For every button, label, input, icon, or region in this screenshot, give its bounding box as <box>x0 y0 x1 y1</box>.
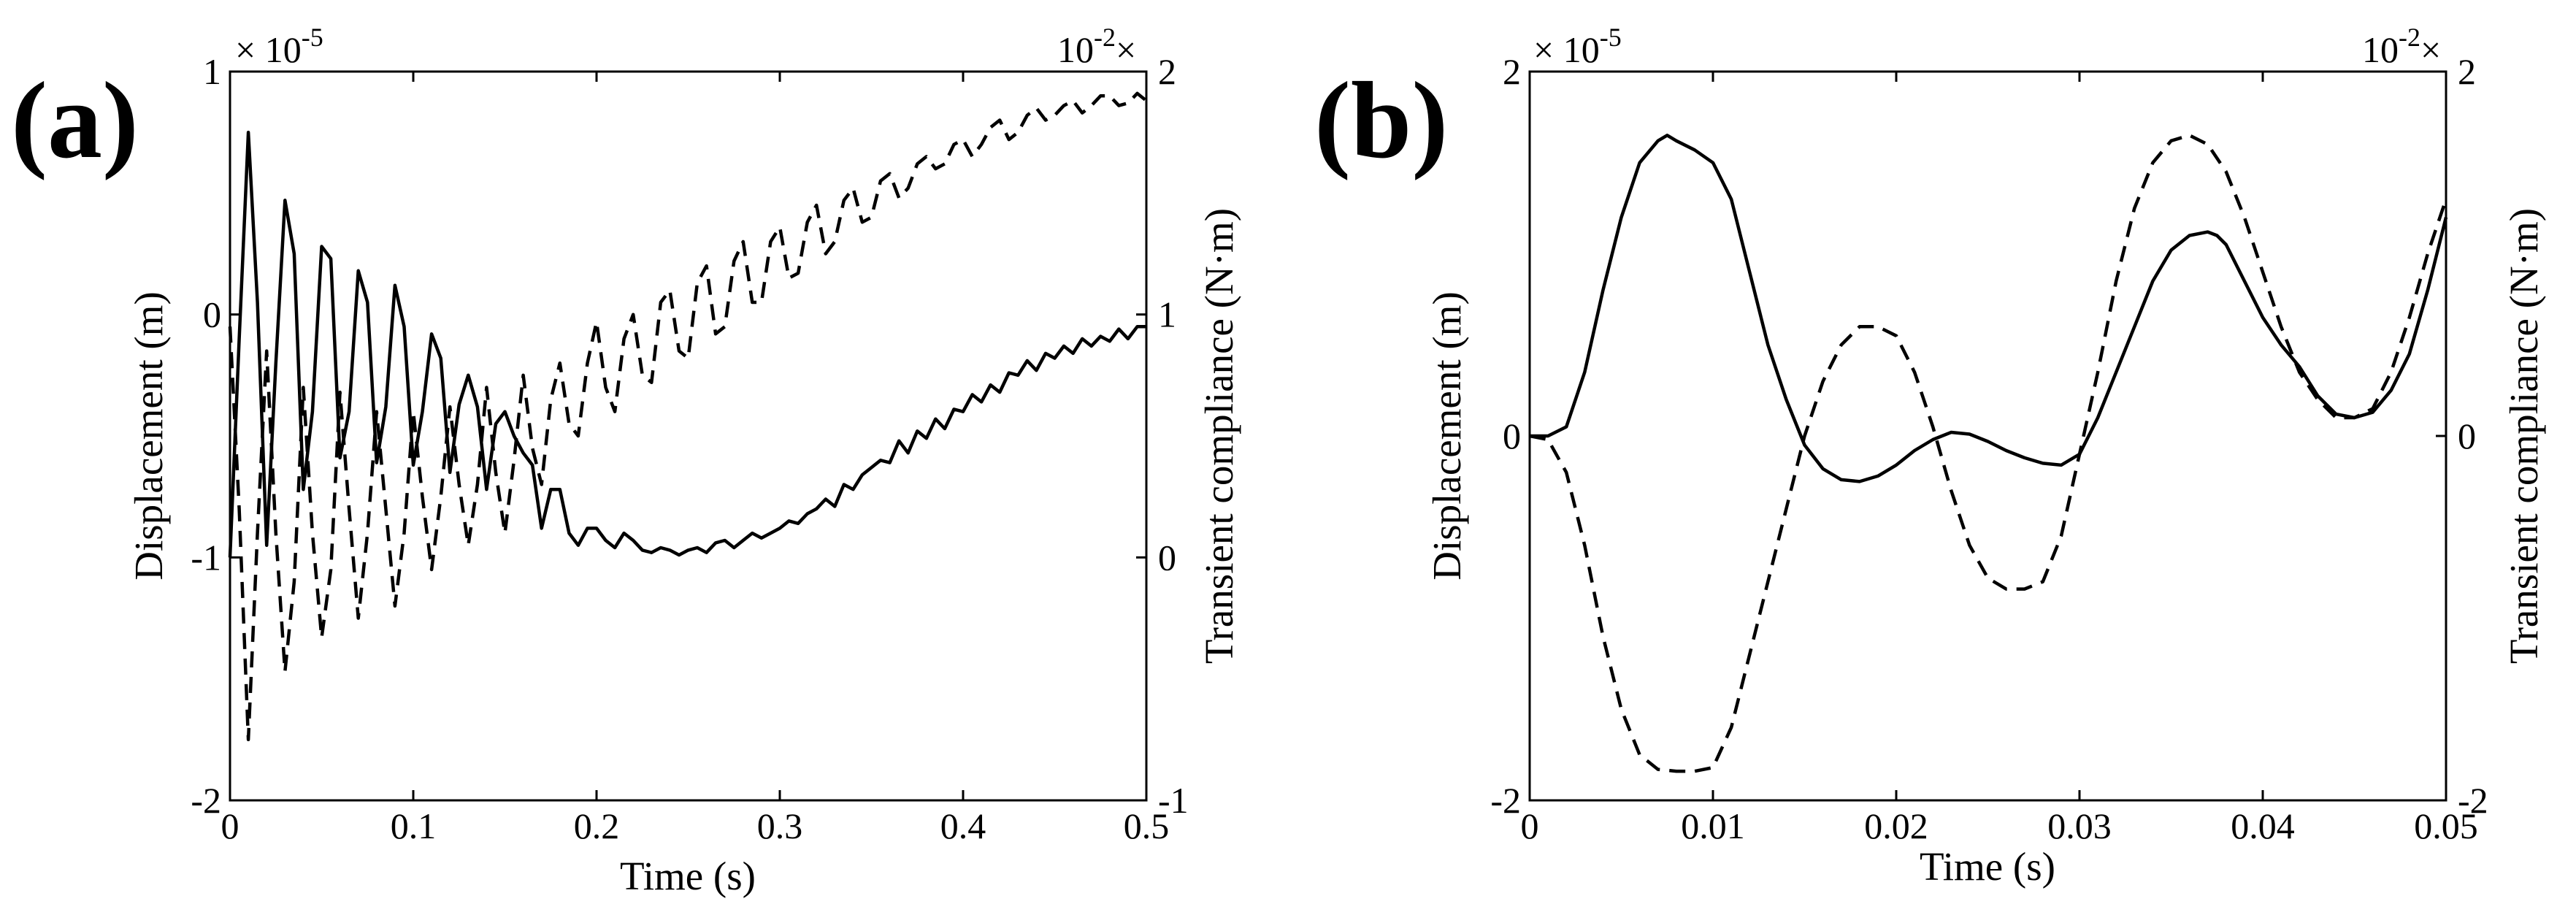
panel-a-right-axis-label: Transient compliance (N·m) <box>1197 208 1241 664</box>
panel-b-x-tick-label: 0.02 <box>1864 805 1928 846</box>
panel-b-ticks: 0 0.01 0.02 0.03 0.04 0.05-202-202 <box>1490 51 2488 846</box>
panel-a-left-axis-label: Displacement (m) <box>126 291 171 581</box>
panel-a-x-tick-label: 0.3 <box>757 805 803 846</box>
panel-b-displacement-line <box>1530 134 2448 483</box>
panel-a-left-y-tick-label: -2 <box>191 780 221 821</box>
panel-b-left-exponent: × 10-5 <box>1533 23 1622 70</box>
panel-b-left-y-tick-label: -2 <box>1490 780 1521 821</box>
panel-b-right-exponent: 10-2× <box>2362 23 2441 70</box>
panel-b-x-tick-label: 0.01 <box>1681 805 1745 846</box>
panel-a-displacement-line <box>228 130 1146 558</box>
panel-b: (b) 0 0.01 0.02 0.03 0.04 0.05-202-202 × 10-5… <box>1314 23 2546 889</box>
panel-a-left-y-tick-label: 0 <box>203 294 221 335</box>
panel-a-x-axis-label: Time (s) <box>620 854 756 898</box>
panel-b-x-axis-label: Time (s) <box>1920 844 2055 889</box>
panel-b-x-tick-label: 0.05 <box>2414 805 2478 846</box>
panel-b-x-tick-label: 0.04 <box>2231 805 2295 846</box>
panel-a-transient-compliance-line <box>228 91 1148 742</box>
panel-a-ticks: 0 0.1 0.2 0.3 0.4 0.5 -2 -1 0 1 -1 0 1 2 <box>191 51 1188 846</box>
panel-a-x-tick-label: 0.2 <box>574 805 620 846</box>
panel-b-left-y-tick-label: 2 <box>1503 51 1521 92</box>
panel-a-right-exponent: 10-2× <box>1057 23 1136 70</box>
panel-b-series <box>1529 134 2448 773</box>
panel-b-x-tick-label: 0.03 <box>2047 805 2112 846</box>
panel-a-x-tick-label: 0 <box>221 805 239 846</box>
panel-a-x-tick-label: 0.1 <box>391 805 437 846</box>
panel-b-transient-compliance-line <box>1529 134 2448 773</box>
panel-b-right-y-tick-label: 2 <box>2458 51 2476 92</box>
panel-b-plot-frame <box>1528 70 2447 802</box>
panel-b-label: (b) <box>1314 60 1448 181</box>
panel-a-x-tick-label: 0.5 <box>1124 805 1170 846</box>
panel-a: (a) 0 0.1 0.2 0.3 0.4 0.5 -2 -1 0 1 -1 0 1 2 × 10-5 1… <box>11 23 1241 898</box>
panel-b-right-y-tick-label: -2 <box>2458 780 2488 821</box>
panel-b-right-y-tick-label: 0 <box>2458 416 2476 456</box>
panel-b-right-axis-label: Transient compliance (N·m) <box>2502 208 2546 664</box>
panel-a-label: (a) <box>11 60 139 181</box>
panel-a-x-tick-label: 0.4 <box>940 805 986 846</box>
panel-a-left-y-tick-label: 1 <box>203 51 221 92</box>
panel-b-x-tick-label: 0 <box>1521 805 1539 846</box>
panel-a-right-y-tick-label: 0 <box>1158 537 1176 578</box>
panel-a-right-y-tick-label: -1 <box>1158 780 1189 821</box>
panel-a-left-exponent: × 10-5 <box>235 23 323 70</box>
panel-a-plot-frame <box>229 70 1148 802</box>
panel-b-left-axis-label: Displacement (m) <box>1425 291 1469 581</box>
panel-a-series <box>228 91 1148 742</box>
panel-a-right-y-tick-label: 1 <box>1158 294 1176 335</box>
panel-a-left-y-tick-label: -1 <box>191 537 221 578</box>
panel-b-left-y-tick-label: 0 <box>1503 416 1521 456</box>
panel-a-right-y-tick-label: 2 <box>1158 51 1176 92</box>
